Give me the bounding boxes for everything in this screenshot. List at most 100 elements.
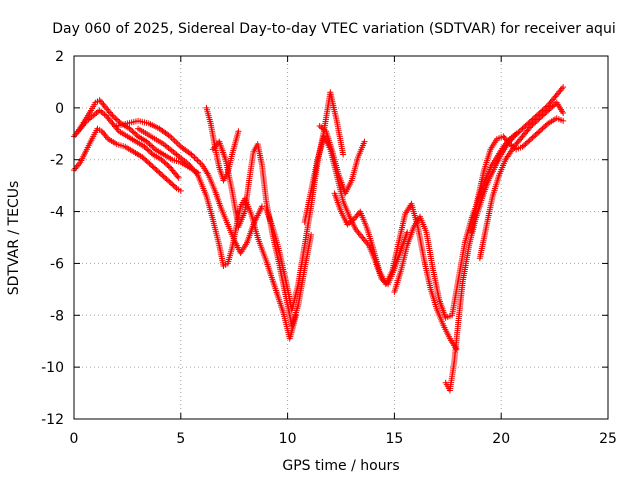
series-track2 (71, 125, 184, 194)
data-point (172, 183, 179, 190)
data-point (526, 124, 533, 131)
series-track3 (75, 97, 201, 176)
data-point (126, 125, 133, 132)
data-point (150, 164, 157, 171)
data-point (133, 132, 140, 139)
data-point (170, 182, 177, 189)
data-point (543, 121, 550, 128)
x-tick-label: 5 (176, 431, 185, 447)
data-point (145, 147, 152, 154)
data-point (526, 119, 533, 126)
data-point (149, 163, 156, 170)
data-point (170, 136, 177, 143)
data-point (162, 160, 169, 167)
data-point (194, 157, 201, 164)
data-point (542, 123, 549, 130)
y-axis-label: SDTVAR / TECUs (6, 181, 22, 296)
data-point (536, 115, 543, 122)
data-point (159, 172, 166, 179)
y-tick-label: 0 (55, 101, 64, 117)
data-point (522, 123, 529, 130)
data-point (532, 119, 539, 126)
data-point (530, 120, 537, 127)
data-point (528, 117, 535, 124)
data-point (542, 110, 549, 117)
data-point (529, 116, 536, 123)
y-tick-label: -4 (50, 205, 64, 221)
x-tick-label: 25 (599, 431, 617, 447)
data-point (512, 132, 519, 139)
data-point (156, 169, 163, 176)
y-tick-label: -6 (50, 256, 64, 272)
data-point (174, 173, 181, 180)
data-point (113, 116, 120, 123)
data-point (158, 156, 165, 163)
data-point (142, 145, 149, 152)
x-tick-label: 15 (385, 431, 403, 447)
y-tick-label: -12 (41, 412, 64, 428)
x-axis-label: GPS time / hours (282, 458, 399, 474)
y-tick-label: -10 (41, 360, 64, 376)
series-track4 (113, 117, 265, 257)
data-point (175, 174, 182, 181)
data-point (143, 138, 150, 145)
series-track10 (316, 123, 368, 197)
data-point (530, 115, 537, 122)
data-point (520, 124, 527, 131)
series-track8 (263, 89, 347, 314)
data-point (139, 154, 146, 161)
data-point (560, 84, 567, 91)
series-track12 (391, 130, 520, 321)
data-point (129, 128, 136, 135)
series-track15 (476, 99, 567, 262)
data-point (144, 146, 151, 153)
data-point (127, 126, 134, 133)
data-point (143, 158, 150, 165)
data-point (109, 112, 116, 119)
data-point (546, 106, 553, 113)
data-point (152, 165, 159, 172)
data-point (149, 143, 156, 150)
data-point (162, 174, 169, 181)
data-point (530, 133, 537, 140)
data-point (539, 107, 546, 114)
data-point (169, 181, 176, 188)
data-point (141, 143, 148, 150)
data-point (147, 148, 154, 155)
data-point (540, 111, 547, 118)
data-point (526, 137, 533, 144)
data-point (165, 163, 172, 170)
chart-title: Day 060 of 2025, Sidereal Day-to-day VTE… (52, 21, 615, 37)
data-point (150, 145, 157, 152)
data-point (519, 125, 526, 132)
data-point (157, 170, 164, 177)
data-point (533, 112, 540, 119)
y-tick-label: -8 (50, 308, 64, 324)
data-point (142, 156, 149, 163)
data-point (132, 130, 139, 137)
data-point (548, 104, 555, 111)
data-point (193, 155, 200, 162)
data-point (519, 143, 526, 150)
data-point (538, 126, 545, 133)
data-point (163, 176, 170, 183)
data-point (164, 177, 171, 184)
data-point (542, 104, 549, 111)
series-track13 (442, 84, 567, 394)
data-point (543, 108, 550, 115)
data-point (177, 187, 184, 194)
data-point (147, 142, 154, 149)
series-track11 (331, 190, 460, 352)
data-point (532, 132, 539, 139)
data-point (529, 121, 536, 128)
x-tick-label: 0 (70, 431, 79, 447)
data-point (146, 160, 153, 167)
data-point (191, 154, 198, 161)
data-point (147, 161, 154, 168)
y-tick-label: -2 (50, 153, 64, 169)
data-point (140, 155, 147, 162)
data-point (130, 129, 137, 136)
data-point (560, 117, 567, 124)
data-point (525, 138, 532, 145)
